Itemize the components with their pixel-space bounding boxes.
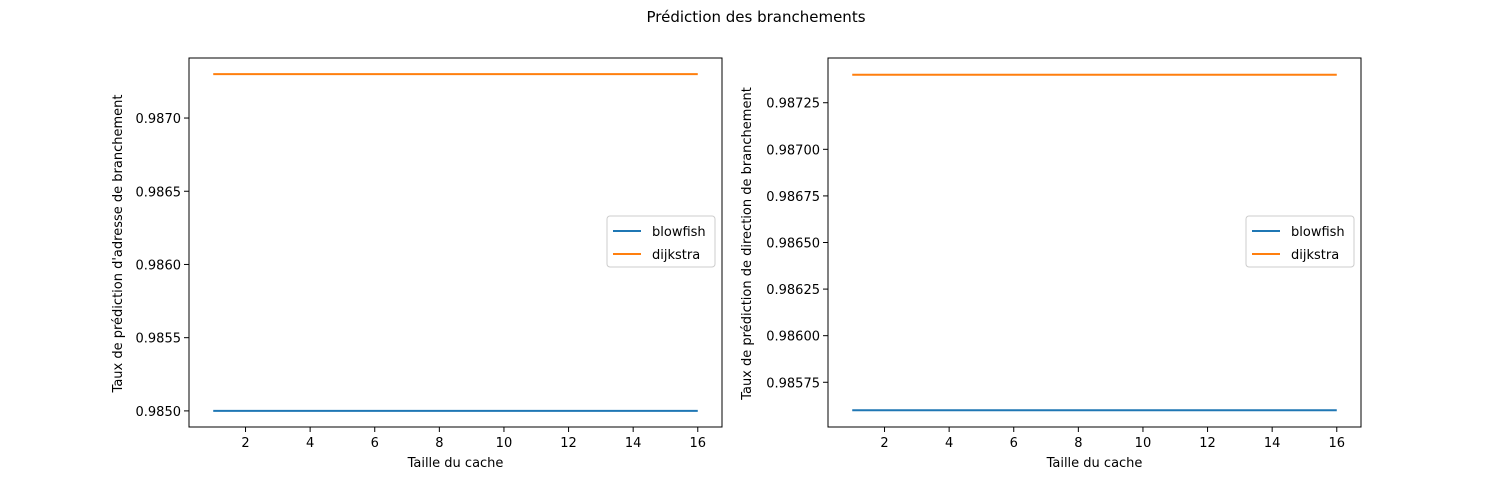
x-tick-label: 16 bbox=[689, 436, 706, 451]
x-tick-label: 2 bbox=[241, 436, 249, 451]
x-axis-label: Taille du cache bbox=[1046, 456, 1143, 471]
x-tick-label: 4 bbox=[306, 436, 314, 451]
legend: blowfish dijkstra bbox=[606, 215, 716, 268]
x-axis-label: Taille du cache bbox=[407, 456, 504, 471]
x-tick-label: 6 bbox=[1010, 436, 1018, 451]
legend-label-dijkstra: dijkstra bbox=[652, 248, 700, 263]
x-tick-label: 4 bbox=[945, 436, 953, 451]
y-tick-label: 0.98650 bbox=[766, 237, 820, 252]
y-tick-label: 0.9865 bbox=[136, 185, 182, 200]
legend-label-blowfish: blowfish bbox=[1291, 225, 1345, 240]
x-tick-label: 6 bbox=[371, 436, 379, 451]
x-tick-label: 10 bbox=[1135, 436, 1152, 451]
y-tick-label: 0.9870 bbox=[136, 112, 182, 127]
x-tick-label: 10 bbox=[496, 436, 513, 451]
subplot-2: 2 4 6 8 10 12 14 16 0.98575 0.98600 0.98625 0.98650… bbox=[740, 57, 1362, 471]
x-tick-label: 2 bbox=[880, 436, 888, 451]
x-tick-label: 12 bbox=[560, 436, 577, 451]
y-tick-label: 0.98600 bbox=[766, 330, 820, 345]
plot-frame bbox=[188, 57, 723, 428]
x-tick-label: 8 bbox=[1074, 436, 1082, 451]
x-tick-label: 12 bbox=[1199, 436, 1216, 451]
y-tick-label: 0.9855 bbox=[136, 332, 182, 347]
subplot-1: 2 4 6 8 10 12 14 16 0.9850 0.9855 0.9860 0.9865 0.98… bbox=[111, 57, 723, 471]
x-tick-label: 16 bbox=[1328, 436, 1345, 451]
y-tick-label: 0.98725 bbox=[766, 97, 820, 112]
y-tick-label: 0.98625 bbox=[766, 283, 820, 298]
legend-label-blowfish: blowfish bbox=[652, 225, 706, 240]
x-tick-label: 14 bbox=[1264, 436, 1281, 451]
legend: blowfish dijkstra bbox=[1245, 215, 1355, 268]
x-tick-label: 14 bbox=[625, 436, 642, 451]
y-tick-label: 0.9860 bbox=[136, 258, 182, 273]
legend-label-dijkstra: dijkstra bbox=[1291, 248, 1339, 263]
y-axis-label: Taux de prédiction d'adresse de branchem… bbox=[111, 95, 126, 394]
y-tick-label: 0.98575 bbox=[766, 376, 820, 391]
y-tick-label: 0.98675 bbox=[766, 190, 820, 205]
y-tick-label: 0.98700 bbox=[766, 143, 820, 158]
x-tick-label: 8 bbox=[435, 436, 443, 451]
y-axis-label: Taux de prédiction de direction de branc… bbox=[740, 87, 755, 401]
y-tick-label: 0.9850 bbox=[136, 405, 182, 420]
figure-title: Prédiction des branchements bbox=[646, 8, 865, 26]
